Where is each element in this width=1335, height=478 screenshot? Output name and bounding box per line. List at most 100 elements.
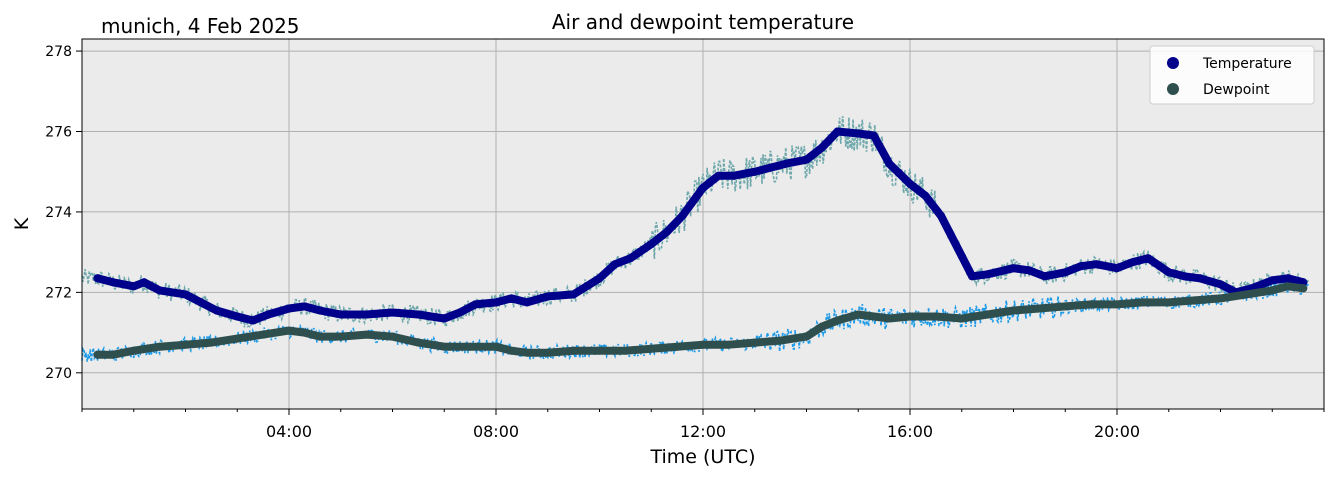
- temperature-point: [1180, 272, 1189, 281]
- dewpoint-point: [285, 326, 293, 335]
- dewpoint-point: [93, 350, 102, 359]
- temperature-point: [264, 310, 273, 319]
- temperature-point: [93, 274, 102, 283]
- temperature-point: [802, 155, 811, 164]
- temperature-point: [662, 228, 671, 236]
- x-tick-label: 04:00: [266, 422, 312, 441]
- dewpoint-point: [1138, 298, 1147, 307]
- dewpoint-point: [1268, 286, 1277, 295]
- dewpoint-point: [1242, 290, 1251, 299]
- y-tick-label: 278: [45, 44, 72, 60]
- temperature-point: [611, 260, 619, 269]
- temperature-point: [869, 131, 878, 140]
- dewpoint-point: [336, 332, 345, 341]
- legend: Temperature Dewpoint: [1149, 45, 1315, 105]
- temperature-point: [362, 310, 371, 319]
- dewpoint-point: [833, 316, 842, 325]
- temperature-point: [388, 308, 397, 317]
- legend-marker-temperature: [1167, 57, 1179, 69]
- temperature-point: [1025, 266, 1033, 275]
- dewpoint-point: [388, 332, 397, 341]
- temperature-point: [1113, 264, 1121, 273]
- dewpoint-point: [983, 310, 992, 319]
- temperature-point: [647, 240, 656, 249]
- temperature-point: [968, 272, 977, 281]
- temperature-point: [1144, 254, 1153, 263]
- temperature-point: [1216, 280, 1225, 289]
- dewpoint-point: [569, 346, 578, 355]
- temperature-point: [492, 298, 500, 307]
- dewpoint-point: [621, 346, 630, 355]
- dewpoint-point: [1299, 284, 1308, 293]
- dewpoint-point: [1283, 282, 1292, 291]
- dewpoint-point: [776, 336, 785, 345]
- dewpoint-point: [300, 328, 309, 337]
- dewpoint-point: [523, 348, 531, 357]
- temperature-point: [730, 171, 739, 180]
- dewpoint-point: [316, 332, 324, 341]
- dewpoint-point: [673, 342, 682, 351]
- temperature-point: [1040, 272, 1049, 281]
- temperature-point: [906, 179, 914, 188]
- chart-subtitle: munich, 4 Feb 2025: [101, 14, 300, 38]
- temperature-point: [181, 290, 190, 299]
- temperature-point: [1164, 268, 1173, 277]
- legend-label-dewpoint: Dewpoint: [1203, 82, 1270, 98]
- chart-title: Air and dewpoint temperature: [552, 10, 854, 34]
- temperature-point: [1092, 260, 1101, 269]
- temperature-point: [155, 286, 164, 295]
- dewpoint-point: [492, 342, 500, 351]
- temperature-point: [569, 290, 578, 299]
- gridlines: [82, 39, 1324, 409]
- temperature-point: [937, 212, 946, 220]
- legend-marker-dewpoint: [1167, 83, 1179, 95]
- temperature-point: [1195, 274, 1204, 283]
- axes: 04:00 08:00 12:00 16:00 20:00 270 272 274 276 278: [45, 44, 1325, 441]
- dewpoint-point: [259, 330, 268, 339]
- x-tick-label: 16:00: [887, 422, 933, 441]
- dewpoint-point: [507, 346, 516, 355]
- dewpoint-point: [440, 342, 449, 351]
- temperature-point: [233, 312, 242, 321]
- dewpoint-point: [362, 330, 371, 339]
- temperature-point: [316, 306, 324, 315]
- temperature-point: [833, 127, 842, 136]
- temperature-point: [595, 274, 604, 283]
- temperature-point: [766, 163, 775, 172]
- temperature-point: [543, 292, 552, 301]
- y-tick-label: 270: [45, 366, 72, 382]
- dewpoint-point: [129, 346, 138, 355]
- x-axis-label: Time (UTC): [649, 446, 755, 468]
- temperature-point: [1283, 274, 1292, 283]
- dewpoint-point: [1190, 296, 1199, 305]
- y-axis-label: K: [11, 217, 33, 230]
- dewpoint-point: [1216, 294, 1225, 303]
- dewpoint-point: [1061, 302, 1070, 311]
- dewpoint-point: [906, 312, 914, 321]
- temperature-point: [440, 314, 449, 323]
- y-tick-label: 272: [45, 285, 72, 301]
- temperature-point: [212, 306, 221, 315]
- legend-box: [1149, 45, 1315, 105]
- temperature-point: [507, 294, 516, 303]
- dewpoint-point: [595, 346, 604, 355]
- temperature-point: [1061, 268, 1070, 277]
- x-tick-label: 12:00: [680, 422, 726, 441]
- dewpoint-point: [931, 312, 940, 321]
- dewpoint-point: [109, 350, 117, 359]
- dewpoint-point: [1009, 306, 1018, 315]
- dewpoint-point: [181, 340, 190, 349]
- dewpoint-point: [414, 338, 423, 347]
- temperature-point: [523, 298, 531, 307]
- dewpoint-point: [1035, 304, 1044, 313]
- temperature-point: [1128, 258, 1137, 267]
- dewpoint-point: [1164, 298, 1173, 307]
- dewpoint-point: [957, 314, 966, 323]
- temperature-point: [750, 167, 759, 176]
- dewpoint-point: [1087, 300, 1096, 309]
- temperature-point: [455, 308, 464, 317]
- temperature-point: [129, 282, 138, 291]
- temperature-point: [983, 270, 992, 279]
- temperature-point: [109, 278, 117, 287]
